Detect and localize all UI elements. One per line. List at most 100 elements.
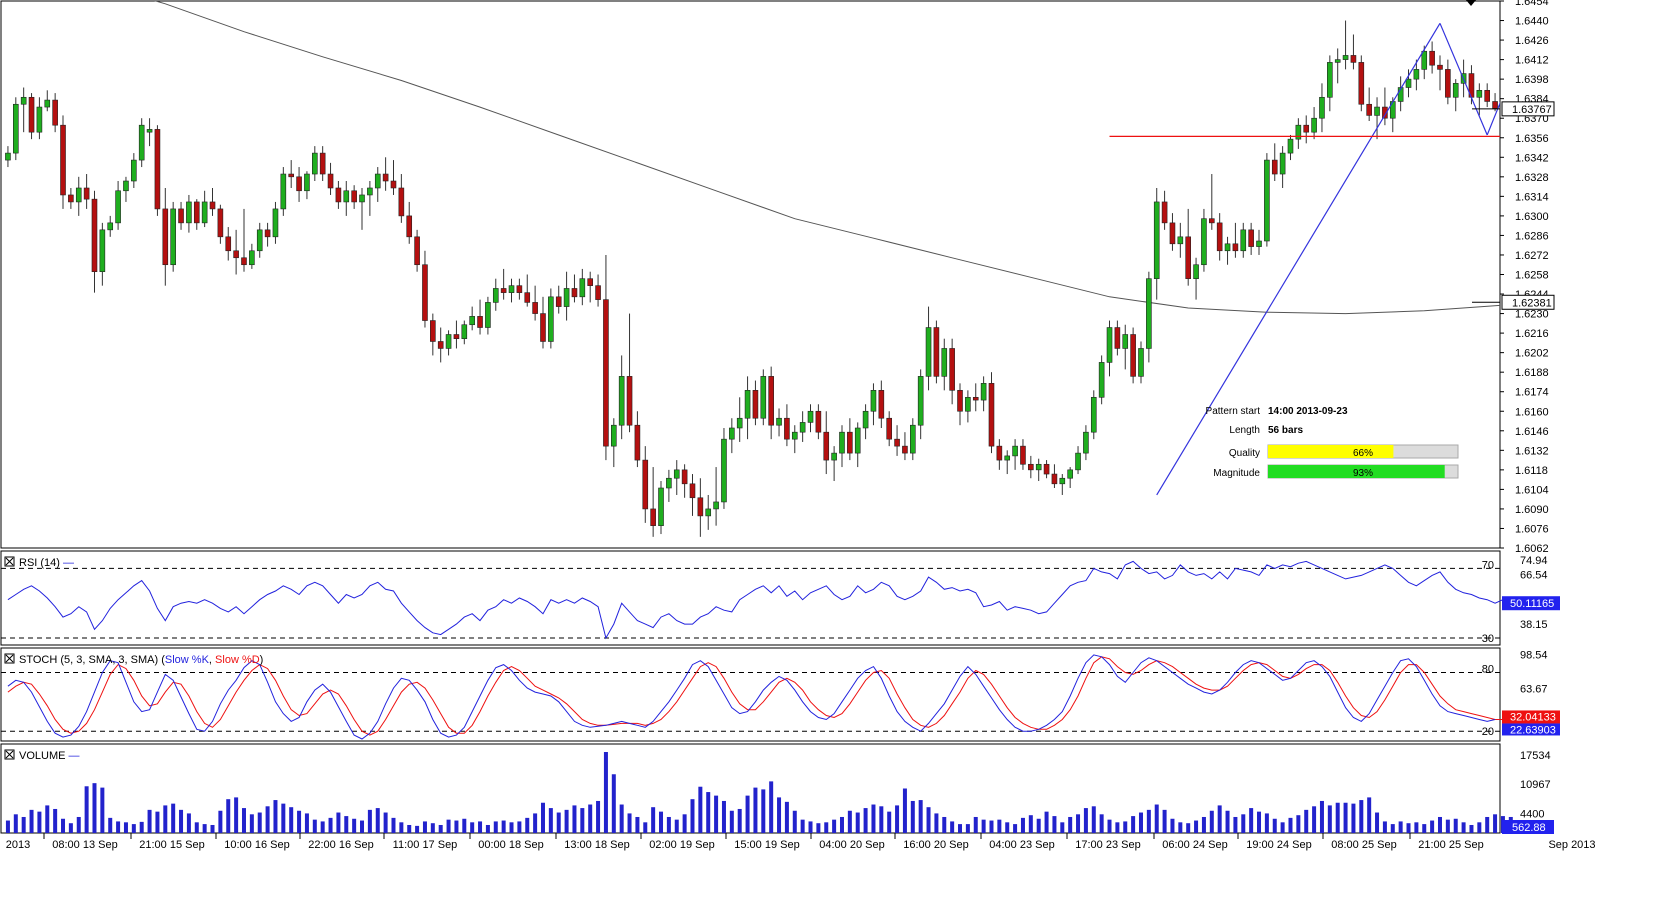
volume-bar (816, 823, 821, 833)
stoch-tick-label: 98.54 (1520, 649, 1548, 661)
volume-bar (800, 819, 805, 833)
candle-body (1445, 69, 1451, 98)
volume-bar (509, 822, 514, 833)
volume-pane-title: VOLUME — (19, 750, 80, 762)
candle-body (957, 390, 963, 412)
price-tick-label: 1.6356 (1515, 133, 1549, 145)
volume-bar (659, 811, 664, 833)
candle-body (500, 288, 507, 293)
candle-body (548, 296, 554, 342)
candle-body (154, 129, 161, 210)
candle-body (972, 396, 979, 401)
candle-body (312, 152, 318, 175)
stoch-level-label: 20 (1482, 726, 1494, 738)
candle-body (193, 201, 200, 224)
candle-body (752, 390, 759, 419)
stoch-k-line (7, 654, 1496, 740)
volume-bar (1225, 810, 1230, 833)
price-tick-label: 1.6174 (1515, 387, 1549, 399)
rsi-tick-label: 66.54 (1520, 569, 1548, 581)
candle-body (280, 173, 287, 210)
candle-body (1146, 278, 1152, 349)
stoch-k-last-label: 32.04133 (1510, 711, 1556, 723)
volume-bar (1485, 816, 1490, 833)
candle-body (186, 201, 192, 224)
last-price-label: 1.63767 (1512, 104, 1552, 116)
candle-body (847, 431, 853, 454)
candle-body (485, 302, 491, 328)
price-tick-label: 1.6426 (1515, 35, 1549, 47)
candle-body (1090, 396, 1097, 433)
candle-body (760, 376, 767, 419)
candle-body (107, 222, 114, 231)
rsi-last-box (1502, 596, 1560, 611)
volume-bar (1005, 822, 1010, 833)
volume-bar (918, 800, 923, 833)
candle-body (91, 198, 98, 273)
quality-bar-value: 66% (1353, 448, 1373, 459)
time-axis-label: 04:00 23 Sep (989, 839, 1054, 851)
volume-bar (1194, 820, 1199, 833)
candle-body (933, 327, 940, 377)
volume-bar (792, 810, 797, 833)
candle-body (1421, 50, 1428, 70)
pane-price (0, 0, 1501, 549)
rsi-tick-label: 74.94 (1520, 555, 1548, 567)
volume-bar (289, 807, 294, 833)
volume-bar (53, 808, 58, 833)
candle-body (634, 424, 641, 461)
volume-bar (1390, 824, 1395, 833)
price-tick-label: 1.6104 (1515, 484, 1549, 496)
volume-bar (1123, 821, 1128, 833)
volume-bar (1107, 819, 1112, 833)
rsi-pane-close-x (5, 557, 14, 566)
volume-bar (1296, 815, 1301, 833)
volume-bar (1091, 806, 1096, 833)
time-axis-label: 17:00 23 Sep (1075, 839, 1140, 851)
stoch-tick-label: 63.67 (1520, 683, 1548, 695)
volume-bar (548, 808, 553, 833)
candle-body (1397, 87, 1404, 102)
candle-body (351, 190, 357, 203)
candle-body (296, 176, 302, 192)
volume-bar (375, 808, 380, 833)
volume-bar (603, 752, 608, 833)
volume-bar (202, 824, 207, 833)
volume-bar (1131, 816, 1136, 833)
volume-bar (1076, 814, 1081, 833)
volume-bar (1461, 822, 1466, 833)
time-axis-label: 19:00 24 Sep (1246, 839, 1311, 851)
volume-bar (745, 795, 750, 833)
candle-body (20, 96, 27, 105)
candle-body (461, 324, 468, 339)
time-axis-label: 11:00 17 Sep (393, 839, 458, 851)
volume-bar (273, 800, 278, 833)
candle-body (99, 229, 106, 273)
candle-body (902, 445, 908, 454)
candle-body (1216, 222, 1223, 252)
volume-bar (116, 821, 121, 833)
quality-bar-label: Quality (1229, 448, 1260, 459)
volume-bar (895, 805, 900, 833)
candle-body (579, 278, 586, 298)
volume-bar (1209, 810, 1214, 833)
stoch-pane-title-part: STOCH (5, 3, SMA, 3, SMA) ( (19, 654, 165, 666)
volume-pane-title-part: — (69, 750, 80, 762)
volume-tick-label: 10967 (1520, 779, 1551, 791)
candle-body (1452, 83, 1459, 98)
candle-body (603, 299, 609, 447)
volume-last-label: 562.88 (1512, 822, 1546, 834)
volume-bar (485, 824, 490, 833)
candle-body (988, 383, 995, 447)
volume-bar (651, 807, 656, 833)
candle-body (1122, 334, 1129, 349)
pattern-start-value: 14:00 2013-09-23 (1268, 406, 1348, 417)
volume-bar (407, 824, 412, 833)
candle-body (658, 487, 664, 526)
time-axis-label: 04:00 20 Sep (819, 839, 884, 851)
volume-bar (1319, 800, 1324, 833)
candle-body (886, 417, 892, 440)
volume-bar (92, 783, 97, 833)
volume-bar (1422, 824, 1427, 833)
